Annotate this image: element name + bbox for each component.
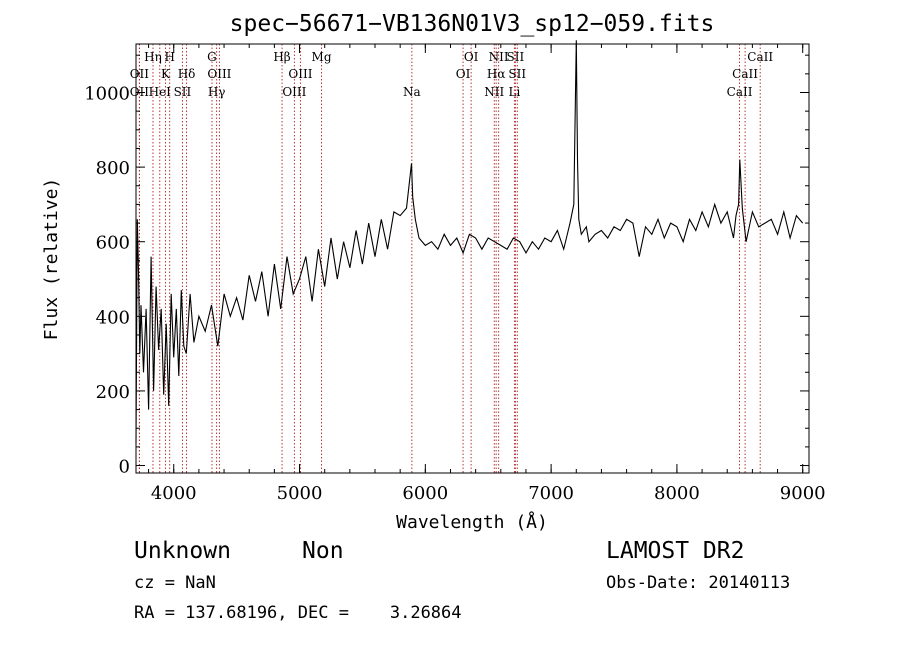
- line-label: K: [161, 67, 171, 81]
- line-label: HeI: [149, 85, 172, 99]
- line-label: Na: [403, 85, 421, 99]
- x-tick-label: 4000: [151, 483, 197, 504]
- line-label: Hδ: [178, 67, 196, 81]
- x-axis-label: Wavelength (Å): [396, 511, 548, 533]
- plot-frame: [135, 43, 810, 474]
- y-tick-label: 600: [96, 233, 130, 254]
- x-tick-label: 9000: [780, 483, 826, 504]
- line-label: Hη: [144, 50, 162, 64]
- y-axis-label: Flux (relative): [41, 178, 62, 341]
- line-label: G: [207, 50, 217, 64]
- line-label: SII: [174, 85, 192, 99]
- line-label: Mg: [312, 50, 332, 64]
- object-name: Unknown: [134, 538, 231, 564]
- x-tick-label: 6000: [402, 483, 448, 504]
- line-label: NII: [489, 50, 509, 64]
- line-markers: [138, 44, 761, 473]
- line-label: CaII: [732, 67, 758, 81]
- x-tick-label: 5000: [277, 483, 323, 504]
- x-tick-label: 8000: [654, 483, 700, 504]
- y-tick-label: 1000: [84, 83, 130, 104]
- y-tick-label: 0: [119, 457, 130, 478]
- y-tick-label: 200: [96, 382, 130, 403]
- y-tick-label: 800: [96, 158, 130, 179]
- line-label: H: [164, 50, 174, 64]
- line-label: OI: [464, 50, 479, 64]
- object-class: Non: [302, 538, 344, 564]
- spectrum-chart: spec−56671−VB136N01V3_sp12−059.fits OIIH…: [41, 11, 826, 533]
- coordinates-text: RA = 137.68196, DEC = 3.26864: [134, 603, 462, 623]
- line-label: Hβ: [273, 50, 290, 64]
- line-label: CaII: [747, 50, 773, 64]
- line-label: NII: [484, 85, 504, 99]
- y-axis: 0 200 400 600 800 1000: [84, 54, 809, 478]
- line-label: OIII: [282, 85, 306, 99]
- line-label: Hα: [487, 67, 506, 81]
- x-tick-label: 7000: [528, 483, 574, 504]
- x-axis: 4000 5000 6000 7000 8000 9000: [148, 44, 826, 504]
- spectrum-series: [135, 40, 804, 444]
- line-label: CaII: [727, 85, 753, 99]
- line-label: OIII: [288, 67, 312, 81]
- line-label: SII: [507, 50, 525, 64]
- line-label: Hγ: [208, 85, 226, 99]
- line-label: OIII: [207, 67, 231, 81]
- line-label: SII: [508, 67, 526, 81]
- line-label: OI: [456, 67, 471, 81]
- redshift-text: cz = NaN: [134, 573, 216, 593]
- line-label: Li: [508, 85, 520, 99]
- survey-name: LAMOST DR2: [606, 538, 745, 564]
- y-tick-label: 400: [96, 307, 130, 328]
- obs-date-text: Obs-Date: 20140113: [606, 573, 791, 593]
- chart-title: spec−56671−VB136N01V3_sp12−059.fits: [230, 11, 715, 37]
